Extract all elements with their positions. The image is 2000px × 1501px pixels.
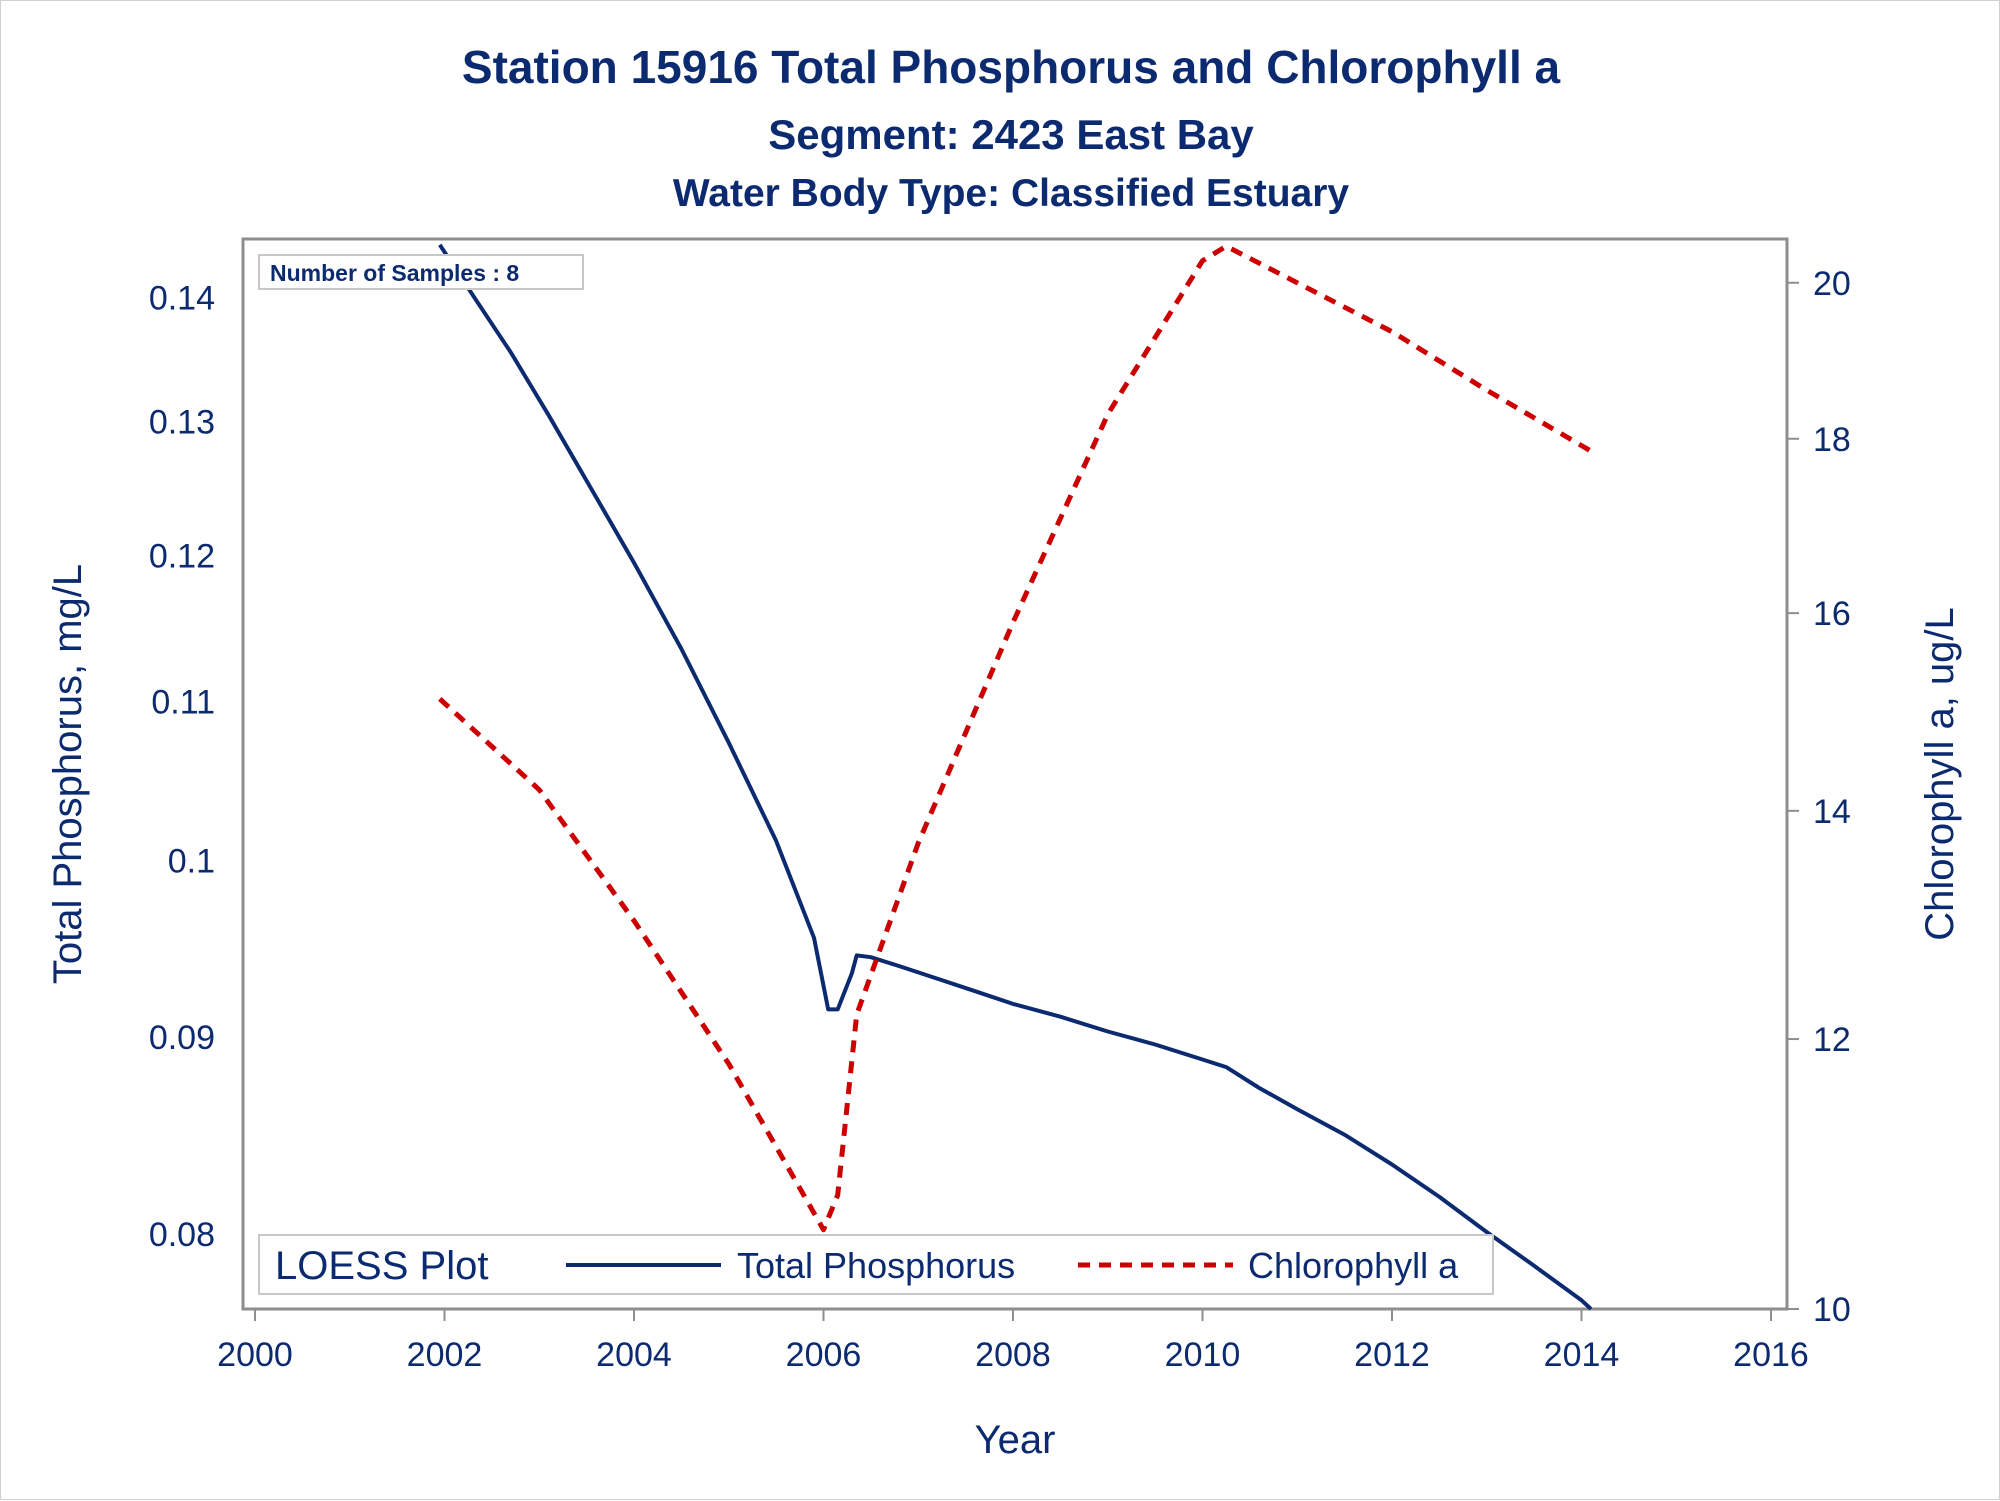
chart-title: Station 15916 Total Phosphorus and Chlor… <box>462 41 1561 93</box>
y-left-tick-label: 0.08 <box>149 1216 215 1254</box>
series-line-chlorophyll-a <box>438 243 1593 1233</box>
series-line-total-phosphorus <box>438 243 1593 1311</box>
y-axis-right-label: Chlorophyll a, ug/L <box>1918 607 1962 941</box>
legend-label-total-phosphorus: Total Phosphorus <box>737 1245 1015 1286</box>
x-tick-label: 2010 <box>1165 1336 1241 1374</box>
y-right-tick-label: 16 <box>1813 595 1851 633</box>
y-right-tick-label: 20 <box>1813 265 1851 303</box>
x-axis: 2000 2002 2004 2006 2008 2010 2012 2014 2016 <box>217 1309 1809 1374</box>
series-layer <box>438 243 1593 1311</box>
x-tick-label: 2000 <box>217 1336 293 1374</box>
y-left-tick-label: 0.12 <box>149 538 215 576</box>
y-left-tick-label: 0.09 <box>149 1019 215 1057</box>
x-tick-label: 2008 <box>975 1336 1051 1374</box>
legend-box <box>258 1234 1494 1295</box>
legend-label-chlorophyll-a: Chlorophyll a <box>1248 1245 1459 1286</box>
y-right-tick-label: 10 <box>1813 1291 1851 1329</box>
x-tick-label: 2012 <box>1354 1336 1430 1374</box>
y-left-tick-label: 0.1 <box>168 843 215 881</box>
y-right-tick-label: 14 <box>1813 793 1851 831</box>
y-axis-left: 0.08 0.09 0.1 0.11 0.12 0.13 0.14 <box>149 280 215 1254</box>
y-axis-right: 10 12 14 16 18 20 <box>1787 265 1851 1329</box>
y-left-tick-label: 0.11 <box>151 683 215 721</box>
x-axis-label: Year <box>975 1418 1056 1462</box>
samples-inset-box <box>258 254 584 290</box>
x-tick-label: 2006 <box>786 1336 862 1374</box>
y-left-tick-label: 0.14 <box>149 280 215 318</box>
x-tick-label: 2002 <box>407 1336 483 1374</box>
y-right-tick-label: 12 <box>1813 1021 1851 1059</box>
x-tick-label: 2014 <box>1544 1336 1620 1374</box>
plot-area <box>241 237 1789 1311</box>
x-tick-label: 2004 <box>596 1336 672 1374</box>
chart-subtitle: Segment: 2423 East Bay <box>768 111 1254 158</box>
y-right-tick-label: 18 <box>1813 421 1851 459</box>
legend: LOESS Plot Total Phosphorus Chlorophyll … <box>258 1234 1494 1295</box>
x-tick-label: 2016 <box>1733 1336 1809 1374</box>
samples-inset-label: Number of Samples : 8 <box>270 260 519 286</box>
legend-title: LOESS Plot <box>275 1244 488 1288</box>
y-left-tick-label: 0.13 <box>149 404 215 442</box>
chart-subtitle-2: Water Body Type: Classified Estuary <box>673 172 1349 215</box>
y-axis-left-label: Total Phosphorus, mg/L <box>46 564 90 984</box>
